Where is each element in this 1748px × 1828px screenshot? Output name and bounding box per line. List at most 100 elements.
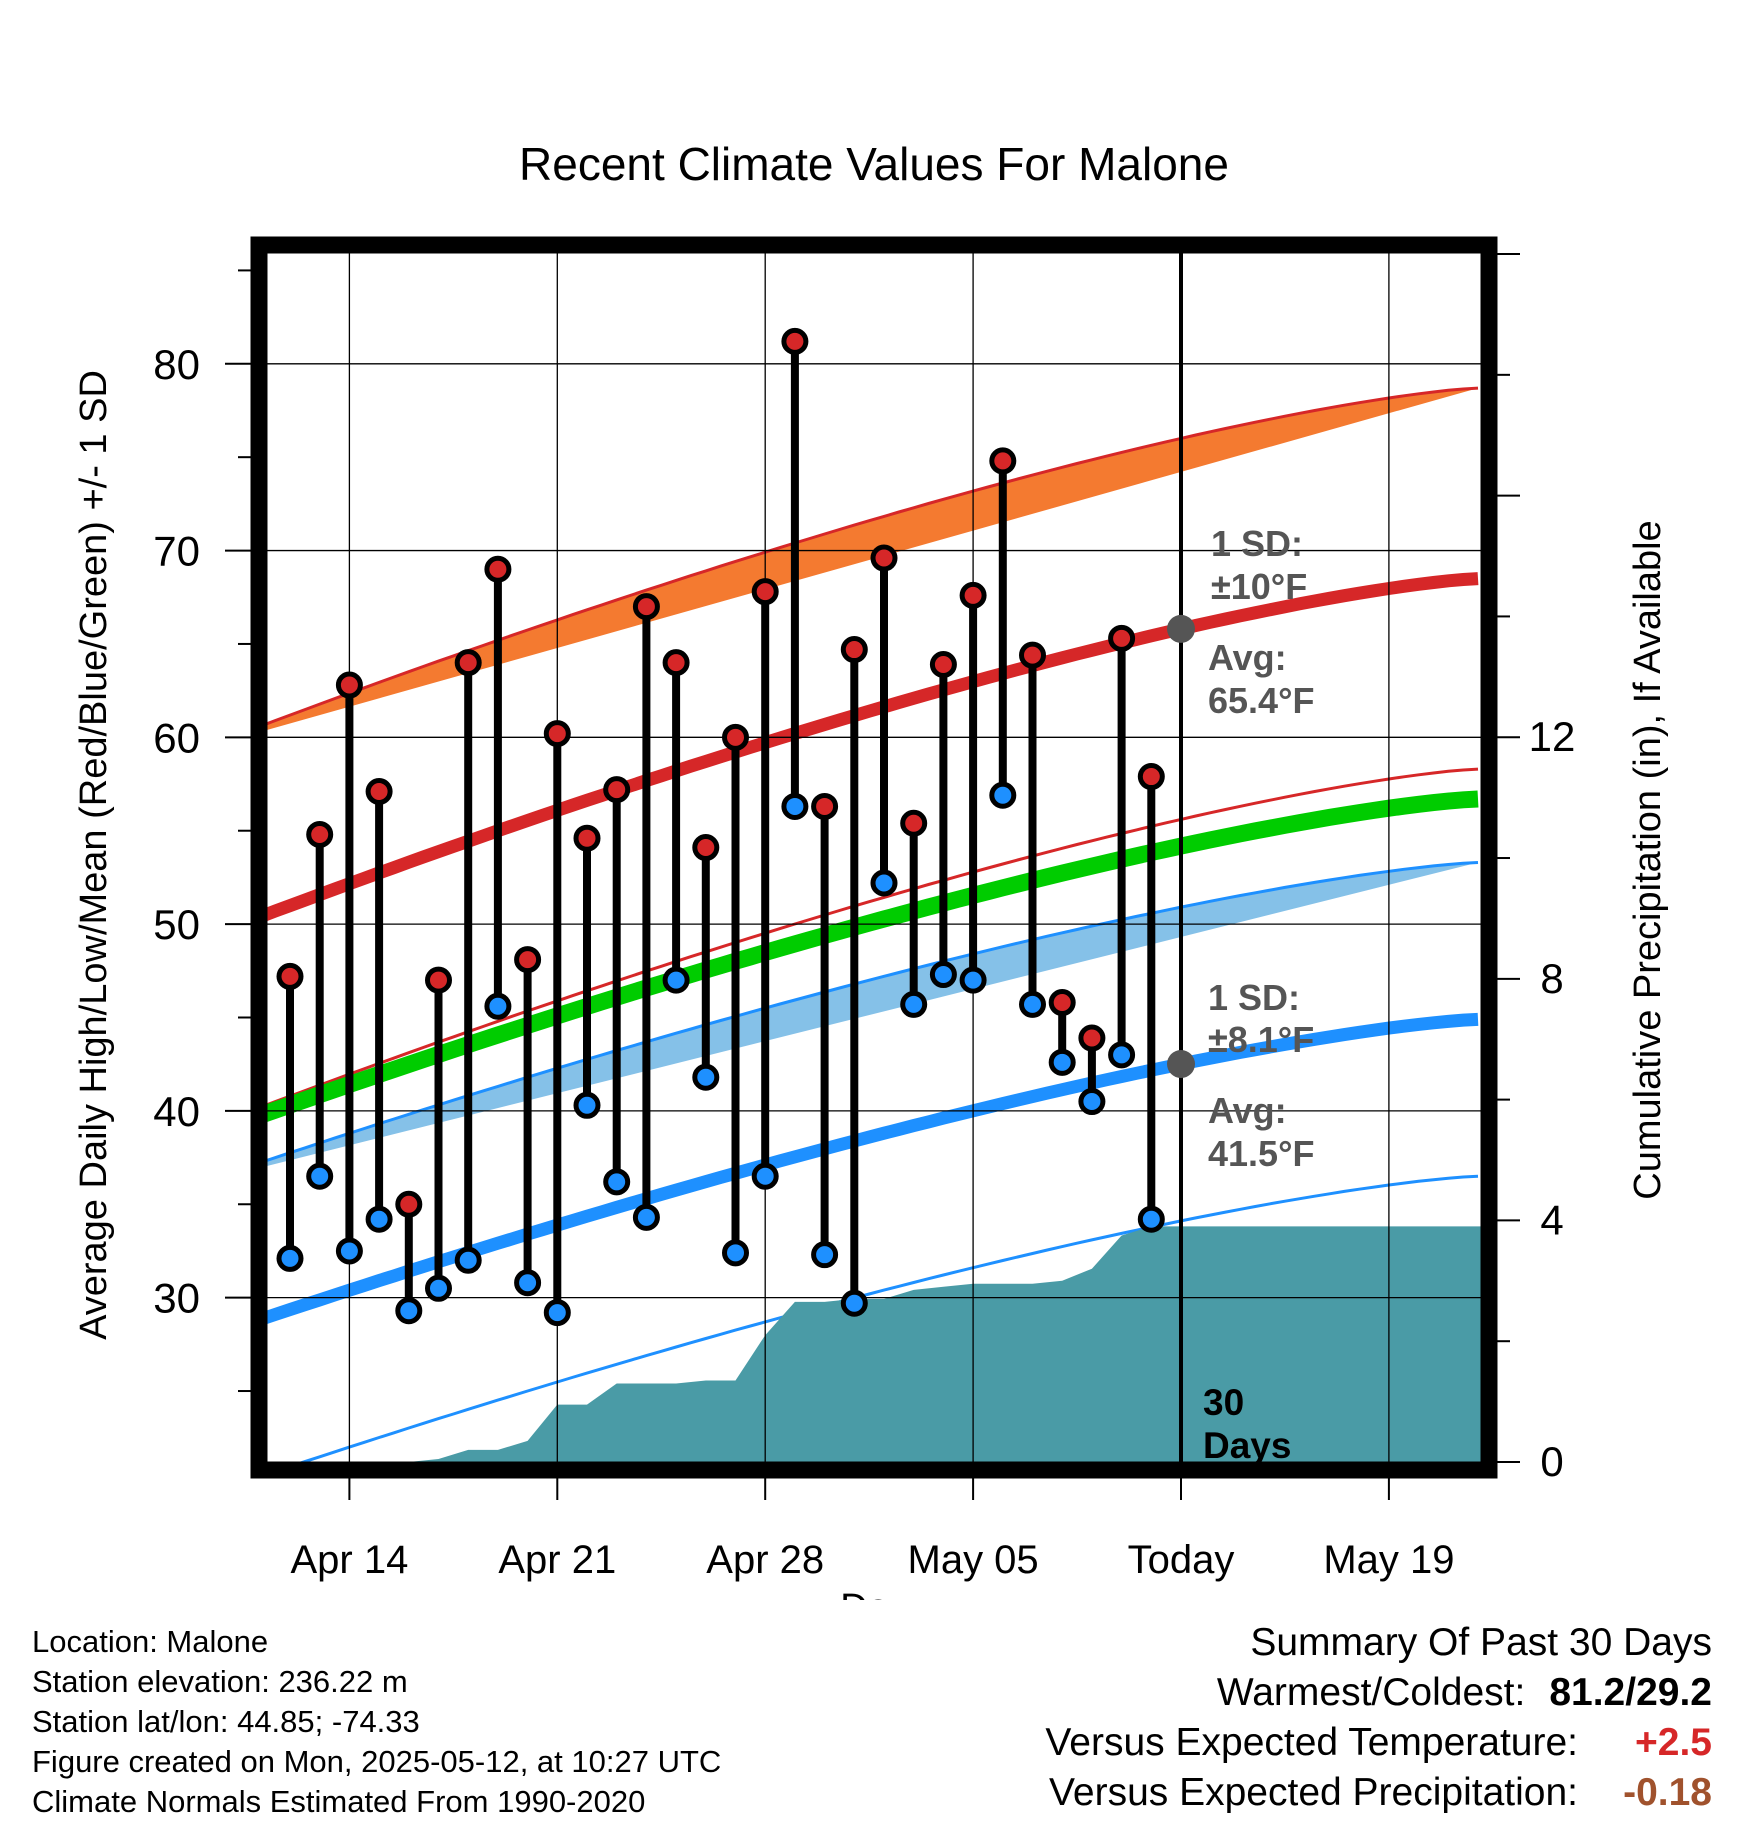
y2-axis-label: Cumulative Precipitation (in), If Availa…: [1627, 520, 1669, 1199]
daily-high-point: [751, 578, 779, 606]
today-low-avg-marker: [1167, 1050, 1195, 1079]
daily-low-point: [959, 966, 987, 994]
daily-low-point: [1019, 990, 1046, 1018]
low-avg-label: Avg:: [1208, 1090, 1287, 1131]
daily-high-point: [306, 820, 334, 848]
high-annotation: 1 SD: ±10°F Avg: 65.4°F: [1208, 523, 1314, 721]
climate-chart: Recent Climate Values For Malone 3040506…: [73, 138, 1669, 1600]
daily-low-point: [514, 1269, 542, 1297]
summary-panel: Summary Of Past 30 Days Warmest/Coldest:…: [1045, 1618, 1712, 1818]
daily-high-point: [335, 671, 363, 699]
daily-high-point: [573, 824, 601, 852]
high-sd-label: 1 SD:: [1211, 523, 1303, 564]
low-sd-label: 1 SD:: [1208, 977, 1300, 1018]
daily-low-point: [989, 781, 1017, 809]
daily-high-point: [454, 649, 482, 677]
daily-high-point: [484, 555, 512, 583]
today-label-line1: 30: [1203, 1382, 1244, 1423]
daily-high-point: [1108, 624, 1136, 652]
y2-tick-label: 0: [1540, 1438, 1563, 1485]
high-band-upper-edge: [266, 386, 1479, 726]
y-tick-label: 30: [153, 1275, 200, 1322]
created-text: Figure created on Mon, 2025-05-12, at 10…: [32, 1744, 722, 1779]
station-info: Location: Malone Station elevation: 236.…: [32, 1622, 721, 1822]
location-text: Location: Malone: [32, 1624, 269, 1659]
y2-tick-label: 12: [1529, 713, 1576, 760]
y-tick-label: 40: [153, 1088, 200, 1135]
daily-low-point: [484, 992, 512, 1020]
daily-low-point: [692, 1063, 720, 1091]
today-label-line2: Days: [1203, 1425, 1291, 1466]
daily-high-point: [989, 447, 1017, 475]
normal-low-line: [266, 1012, 1479, 1325]
daily-low-point: [632, 1203, 660, 1231]
low-avg-value: 41.5°F: [1208, 1133, 1314, 1174]
daily-high-point: [514, 946, 542, 974]
daily-high-point: [395, 1190, 423, 1218]
plot-area: [266, 386, 1482, 1464]
warm-cold-label: Warmest/Coldest:: [1216, 1671, 1526, 1714]
warm-cold-value: 81.2/29.2: [1549, 1671, 1712, 1714]
high-sd-value: ±10°F: [1211, 566, 1307, 607]
daily-low-point: [929, 961, 957, 989]
warm-cold-row: Warmest/Coldest: 81.2/29.2: [1045, 1668, 1712, 1718]
x-tick-label: Apr 14: [290, 1538, 408, 1582]
y2-tick-label: 8: [1540, 955, 1563, 1002]
series-area: [276, 252, 1195, 1462]
daily-low-point: [870, 869, 898, 897]
daily-high-point: [632, 593, 660, 621]
daily-high-point: [543, 720, 571, 748]
daily-low-point: [1137, 1205, 1165, 1233]
x-tick-label: Today: [1128, 1538, 1235, 1582]
daily-high-point: [722, 723, 749, 751]
daily-low-point: [425, 1274, 452, 1302]
precip-anomaly-row: Versus Expected Precipitation: -0.18: [1045, 1768, 1712, 1818]
daily-high-point: [1137, 763, 1165, 791]
daily-low-point: [335, 1237, 363, 1265]
daily-low-point: [1048, 1048, 1076, 1076]
temp-anomaly-row: Versus Expected Temperature: +2.5: [1045, 1718, 1712, 1768]
daily-low-point: [365, 1205, 393, 1233]
daily-high-point: [870, 544, 898, 572]
high-avg-value: 65.4°F: [1208, 680, 1314, 721]
daily-high-point: [1078, 1024, 1106, 1052]
y-tick-label: 80: [153, 341, 200, 388]
latlon-text: Station lat/lon: 44.85; -74.33: [32, 1704, 420, 1739]
daily-low-point: [811, 1241, 839, 1269]
temp-anomaly-label: Versus Expected Temperature:: [1045, 1721, 1578, 1764]
normal-high-line: [266, 572, 1479, 922]
chart-title: Recent Climate Values For Malone: [519, 138, 1229, 190]
daily-high-point: [959, 581, 987, 609]
daily-high-point: [1048, 989, 1076, 1017]
daily-high-point: [1019, 641, 1046, 669]
low-band-upper-edge: [266, 861, 1479, 1163]
daily-low-point: [1108, 1041, 1136, 1069]
x-tick-label: Apr 21: [498, 1538, 616, 1582]
daily-low-point: [1078, 1088, 1106, 1116]
x-tick-label: May 19: [1323, 1538, 1454, 1582]
daily-high-point: [781, 327, 809, 355]
y-tick-label: 60: [153, 714, 200, 761]
high-sd-band: [266, 388, 1478, 731]
summary-title: Summary Of Past 30 Days: [1250, 1621, 1712, 1664]
x-tick-label: May 05: [908, 1538, 1039, 1582]
low-sd-band: [266, 862, 1478, 1167]
daily-low-point: [751, 1162, 779, 1190]
daily-low-point: [603, 1168, 631, 1196]
today-high-avg-marker: [1167, 614, 1195, 643]
precip-anomaly-value: -0.18: [1623, 1771, 1712, 1814]
x-tick-label: Apr 28: [706, 1538, 824, 1582]
daily-high-point: [929, 650, 957, 678]
daily-low-point: [573, 1091, 601, 1119]
high-avg-label: Avg:: [1208, 637, 1287, 678]
daily-low-point: [306, 1162, 334, 1190]
low-annotation: 1 SD: ±8.1°F Avg: 41.5°F: [1208, 977, 1314, 1174]
y-tick-label: 70: [153, 528, 200, 575]
axes: 30 40 50 60 70 80 0 4 8 12 Apr 14 Apr 21 Apr 28 May 0…: [153, 253, 1576, 1582]
daily-low-point: [662, 966, 690, 994]
y2-tick-label: 4: [1540, 1196, 1563, 1243]
cumulative-precip-area: [304, 1226, 1482, 1462]
plot-frame: [250, 236, 1498, 1479]
daily-high-point: [900, 809, 928, 837]
